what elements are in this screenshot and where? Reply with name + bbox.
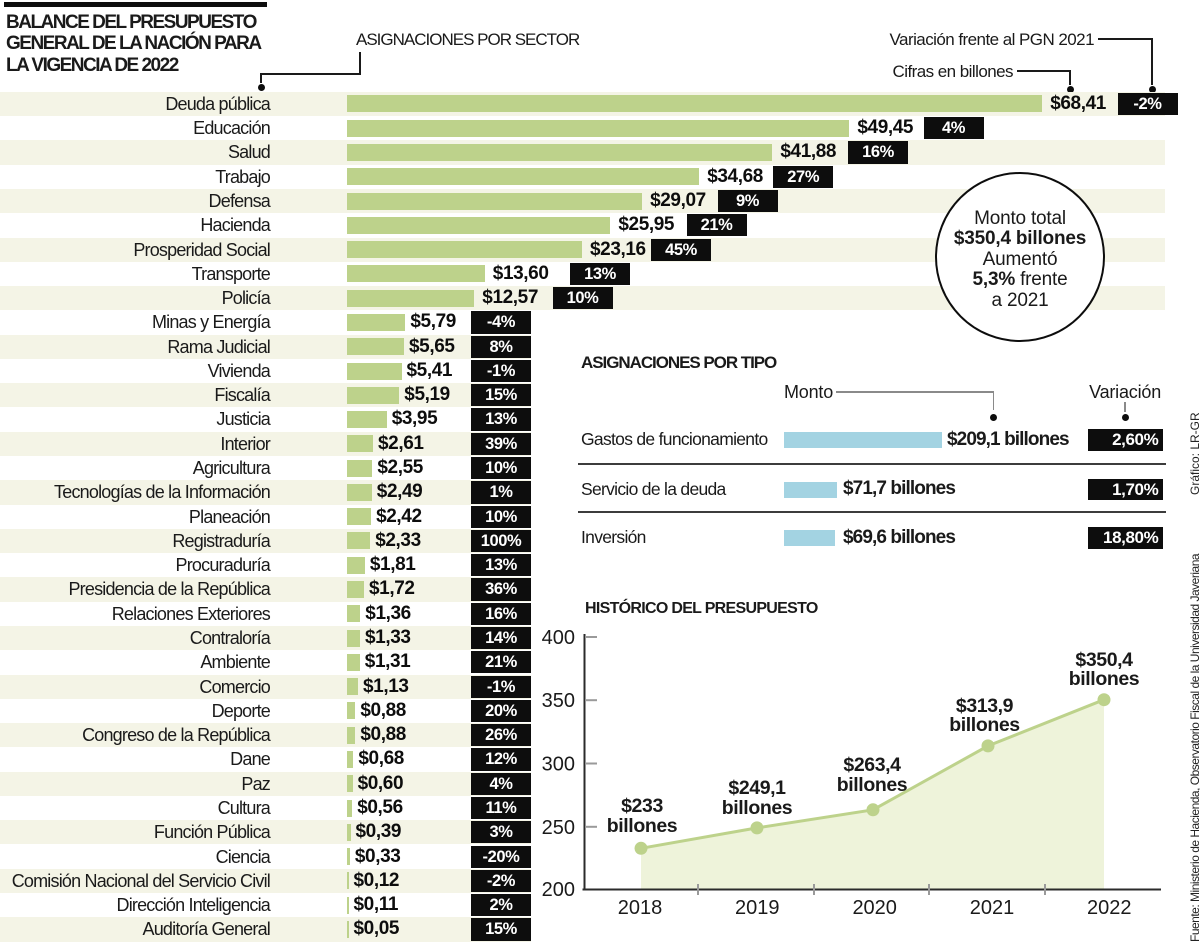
svg-text:200: 200 xyxy=(542,879,575,901)
svg-text:2019: 2019 xyxy=(735,897,780,919)
svg-text:2018: 2018 xyxy=(618,897,663,919)
svg-text:2021: 2021 xyxy=(970,897,1015,919)
svg-text:350: 350 xyxy=(542,690,575,712)
svg-text:300: 300 xyxy=(542,754,575,776)
svg-text:400: 400 xyxy=(542,627,575,649)
svg-text:2022: 2022 xyxy=(1087,897,1132,919)
svg-text:250: 250 xyxy=(542,817,575,839)
svg-text:2020: 2020 xyxy=(852,897,897,919)
